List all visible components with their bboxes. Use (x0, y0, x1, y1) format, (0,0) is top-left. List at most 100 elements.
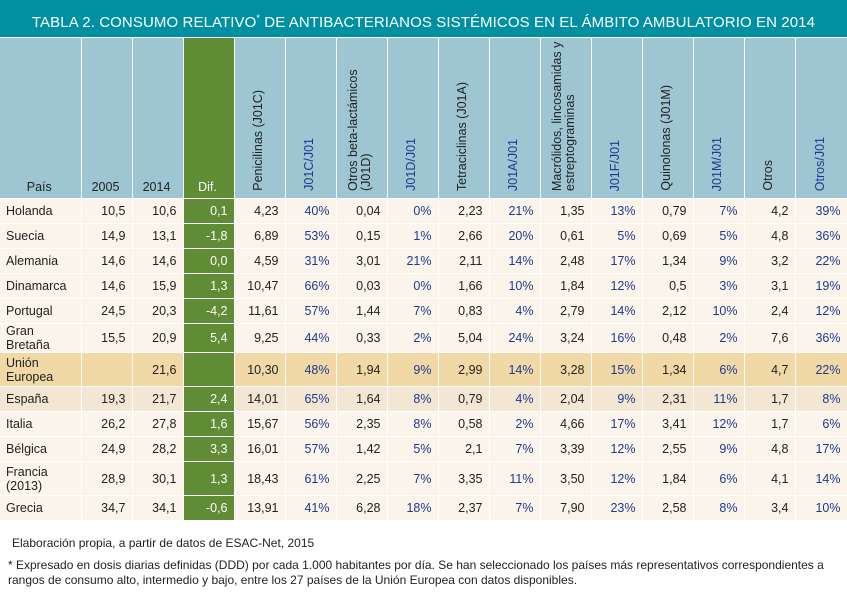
value-cell: 3,3 (183, 436, 235, 462)
value-cell: 26,2 (81, 411, 133, 437)
value-cell: 6% (693, 352, 745, 387)
value-cell: 9% (591, 386, 643, 412)
table-row: Italia 26,2 27,8 1,6 15,67 56% 2,35 8% 0,58 2% 4,6… (0, 411, 847, 437)
value-cell: 3,24 (540, 323, 592, 353)
value-cell: 9,25 (234, 323, 286, 353)
value-cell (183, 352, 235, 387)
column-header: Otros/J01 (795, 38, 847, 199)
value-cell: 14% (489, 248, 541, 274)
value-cell: -4,2 (183, 298, 235, 324)
value-cell: 3,2 (744, 248, 796, 274)
value-cell: 12% (591, 461, 643, 496)
value-cell: 0,15 (336, 223, 388, 249)
value-cell: 4,7 (744, 352, 796, 387)
country-cell: Holanda (0, 198, 82, 224)
value-cell: 2,99 (438, 352, 490, 387)
value-cell: 7% (693, 198, 745, 224)
value-cell: 1,6 (183, 411, 235, 437)
value-cell: 4,8 (744, 436, 796, 462)
value-cell: 10,30 (234, 352, 286, 387)
column-header: Penicilinas (J01C) (234, 38, 286, 199)
value-cell: 0,03 (336, 273, 388, 299)
country-cell: España (0, 386, 82, 412)
value-cell: 17% (591, 248, 643, 274)
value-cell: 65% (285, 386, 337, 412)
country-cell: Portugal (0, 298, 82, 324)
value-cell: 40% (285, 198, 337, 224)
value-cell: 1% (387, 223, 439, 249)
value-cell: 14% (489, 352, 541, 387)
value-cell: 1,7 (744, 386, 796, 412)
value-cell: 0,83 (438, 298, 490, 324)
value-cell: 30,1 (132, 461, 184, 496)
value-cell: 4% (489, 298, 541, 324)
table-row: Bélgica 24,9 28,2 3,3 16,01 57% 1,42 5% 2,1 7% 3,3… (0, 436, 847, 462)
value-cell: 11% (693, 386, 745, 412)
value-cell: 10% (489, 273, 541, 299)
value-cell: 4,66 (540, 411, 592, 437)
column-header-label: J01C/J01 (302, 138, 316, 191)
column-header: J01C/J01 (285, 38, 337, 199)
value-cell: 21% (387, 248, 439, 274)
table-row: Dinamarca 14,6 15,9 1,3 10,47 66% 0,03 0% 1,66 10… (0, 273, 847, 299)
value-cell: 2,58 (642, 495, 694, 521)
value-cell: 0,79 (438, 386, 490, 412)
value-cell: 2,79 (540, 298, 592, 324)
value-cell: 2,25 (336, 461, 388, 496)
column-header: Quinolonas (J01M) (642, 38, 694, 199)
column-header: 2014 (132, 38, 184, 199)
value-cell: 28,9 (81, 461, 133, 496)
value-cell: 0,0 (183, 248, 235, 274)
value-cell: 23% (591, 495, 643, 521)
value-cell: 14,6 (132, 248, 184, 274)
value-cell: 18% (387, 495, 439, 521)
column-header-label: Macrólidos, lincosamidas y estreptogrami… (549, 41, 577, 191)
value-cell: 66% (285, 273, 337, 299)
value-cell: 2% (489, 411, 541, 437)
value-cell: 21,6 (132, 352, 184, 387)
value-cell: 15,67 (234, 411, 286, 437)
value-cell: 20,9 (132, 323, 184, 353)
column-header: J01F/J01 (591, 38, 643, 199)
value-cell: 6,89 (234, 223, 286, 249)
value-cell: 1,42 (336, 436, 388, 462)
value-cell: 14% (591, 298, 643, 324)
value-cell: 0,48 (642, 323, 694, 353)
value-cell: 27,8 (132, 411, 184, 437)
value-cell: 9% (693, 436, 745, 462)
column-header: Otros (744, 38, 796, 199)
country-cell: Grecia (0, 495, 82, 521)
value-cell: 53% (285, 223, 337, 249)
value-cell: 31% (285, 248, 337, 274)
value-cell: 6% (693, 461, 745, 496)
value-cell: 12% (591, 436, 643, 462)
value-cell: 2,55 (642, 436, 694, 462)
column-header: J01M/J01 (693, 38, 745, 199)
value-cell: 10,6 (132, 198, 184, 224)
value-cell: 1,84 (642, 461, 694, 496)
value-cell: 7,90 (540, 495, 592, 521)
value-cell: 3% (693, 273, 745, 299)
value-cell: 0% (387, 273, 439, 299)
country-cell: Suecia (0, 223, 82, 249)
value-cell: 1,44 (336, 298, 388, 324)
value-cell: 36% (795, 323, 847, 353)
value-cell: 7,6 (744, 323, 796, 353)
value-cell: 7% (387, 298, 439, 324)
value-cell: 28,2 (132, 436, 184, 462)
value-cell: 14,01 (234, 386, 286, 412)
value-cell: 2,35 (336, 411, 388, 437)
value-cell: 4,59 (234, 248, 286, 274)
value-cell: 17% (795, 436, 847, 462)
value-cell: 8% (795, 386, 847, 412)
table-row: Holanda 10,5 10,6 0,1 4,23 40% 0,04 0% 2,23 21% 1,… (0, 198, 847, 224)
value-cell: 5,4 (183, 323, 235, 353)
value-cell: 34,7 (81, 495, 133, 521)
country-cell: Unión Europea (0, 352, 82, 387)
value-cell: 6% (795, 411, 847, 437)
value-cell: 14,9 (81, 223, 133, 249)
value-cell: 4,1 (744, 461, 796, 496)
column-header: J01A/J01 (489, 38, 541, 199)
column-header-label: Otros/J01 (812, 136, 827, 191)
value-cell: 36% (795, 223, 847, 249)
